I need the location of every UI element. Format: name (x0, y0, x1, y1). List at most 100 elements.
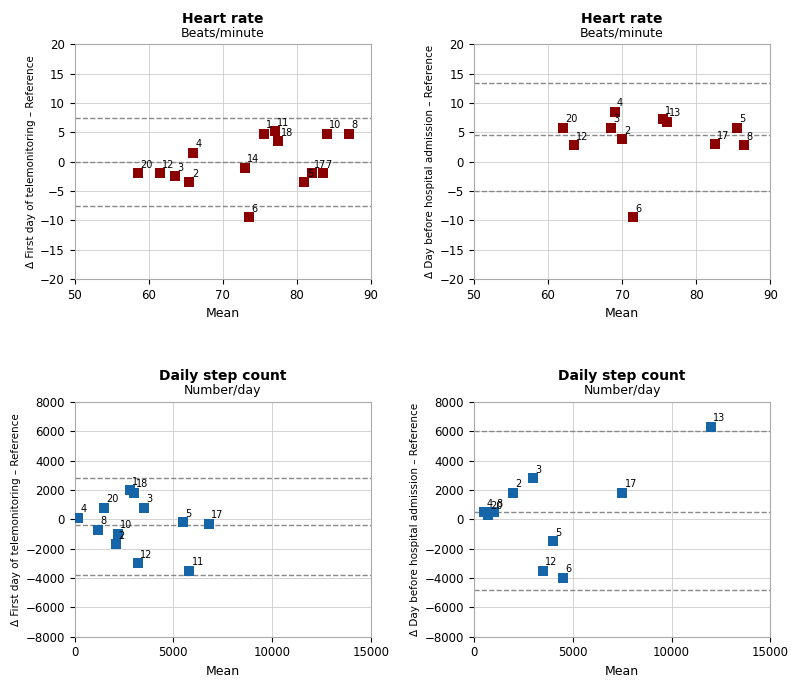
X-axis label: Mean: Mean (206, 307, 240, 320)
Point (131, 558, 144, 569)
Point (183, 176, 196, 187)
Point (72, 513, 85, 524)
Point (186, 147, 199, 158)
Text: 8: 8 (496, 499, 502, 508)
Point (98, 502, 110, 513)
Text: 5: 5 (306, 169, 313, 178)
Text: 3: 3 (146, 494, 152, 504)
Text: 12: 12 (576, 132, 589, 142)
Text: 1: 1 (666, 106, 671, 116)
Text: 6: 6 (251, 204, 258, 214)
Text: 2: 2 (625, 126, 630, 136)
Y-axis label: Δ First day of telemonitoring – Reference: Δ First day of telemonitoring – Referenc… (26, 55, 36, 268)
Point (616, 487, 629, 498)
X-axis label: Mean: Mean (605, 307, 639, 320)
Point (272, 136, 285, 147)
Point (482, 509, 494, 520)
Point (92, 524, 105, 535)
Text: 13: 13 (714, 413, 726, 424)
Point (738, 140, 751, 151)
Point (123, 484, 136, 495)
Text: 1: 1 (132, 477, 138, 486)
Point (110, 539, 122, 550)
Point (507, 487, 520, 498)
Text: 18: 18 (136, 480, 149, 489)
Text: Daily step count: Daily step count (558, 369, 686, 383)
Point (608, 106, 621, 117)
Point (660, 116, 673, 127)
Point (708, 138, 721, 150)
Text: Heart rate: Heart rate (582, 12, 663, 25)
Text: Beats/minute: Beats/minute (181, 27, 265, 40)
Text: 5: 5 (186, 508, 192, 519)
Text: 2: 2 (516, 480, 522, 489)
Text: 12: 12 (546, 557, 558, 567)
Point (546, 536, 559, 547)
Text: 4: 4 (617, 99, 623, 108)
Text: 8: 8 (101, 516, 106, 526)
Point (342, 128, 355, 139)
Point (556, 573, 569, 584)
Text: 7: 7 (326, 160, 331, 170)
Point (567, 140, 580, 151)
Point (657, 114, 670, 125)
Point (537, 565, 550, 576)
Text: 2: 2 (118, 531, 125, 541)
X-axis label: Mean: Mean (206, 665, 240, 678)
Text: 18: 18 (281, 127, 293, 138)
Text: 14: 14 (247, 154, 260, 164)
Point (730, 122, 743, 133)
Text: 5: 5 (555, 528, 562, 538)
Text: 17: 17 (211, 511, 224, 520)
Text: 20: 20 (565, 114, 578, 124)
Text: 1: 1 (266, 120, 272, 130)
Y-axis label: Δ Day before hospital admission – Reference: Δ Day before hospital admission – Refere… (425, 45, 435, 278)
Text: 6: 6 (565, 564, 571, 575)
Point (298, 176, 310, 187)
Text: 17: 17 (717, 130, 730, 141)
Text: 20: 20 (140, 160, 152, 170)
Point (168, 171, 181, 182)
Text: 8: 8 (351, 120, 358, 130)
Point (306, 168, 318, 179)
Point (616, 134, 629, 145)
Point (627, 212, 640, 223)
Point (202, 518, 215, 529)
Text: 6: 6 (635, 204, 642, 214)
Point (177, 517, 190, 528)
Text: 3: 3 (177, 163, 183, 173)
X-axis label: Mean: Mean (605, 665, 639, 678)
Point (487, 506, 500, 517)
Point (131, 168, 144, 179)
Text: 10: 10 (120, 520, 133, 531)
Text: Daily step count: Daily step count (159, 369, 286, 383)
Point (238, 162, 251, 173)
Text: 2: 2 (192, 169, 198, 178)
Text: 10: 10 (329, 120, 342, 130)
Point (242, 212, 255, 223)
Point (705, 422, 718, 433)
Point (268, 125, 281, 136)
Text: 4: 4 (195, 139, 202, 150)
Text: 17: 17 (625, 480, 637, 489)
Point (154, 168, 166, 179)
Text: 8: 8 (747, 132, 753, 142)
Point (182, 565, 195, 576)
Text: 20: 20 (490, 502, 502, 511)
Text: 5: 5 (739, 114, 746, 124)
Point (127, 487, 140, 498)
Point (526, 473, 539, 484)
Text: 13: 13 (669, 108, 682, 119)
Y-axis label: Δ First day of telemonitoring – Reference: Δ First day of telemonitoring – Referenc… (11, 413, 21, 626)
Point (556, 122, 569, 133)
Text: 4: 4 (81, 504, 87, 515)
Point (320, 128, 333, 139)
Text: 3: 3 (535, 465, 542, 475)
Text: Number/day: Number/day (184, 384, 262, 398)
Text: Number/day: Number/day (583, 384, 661, 398)
Point (605, 122, 618, 133)
Text: Heart rate: Heart rate (182, 12, 263, 25)
Point (138, 502, 150, 513)
Text: 17: 17 (314, 160, 326, 170)
Text: 3: 3 (614, 114, 619, 124)
